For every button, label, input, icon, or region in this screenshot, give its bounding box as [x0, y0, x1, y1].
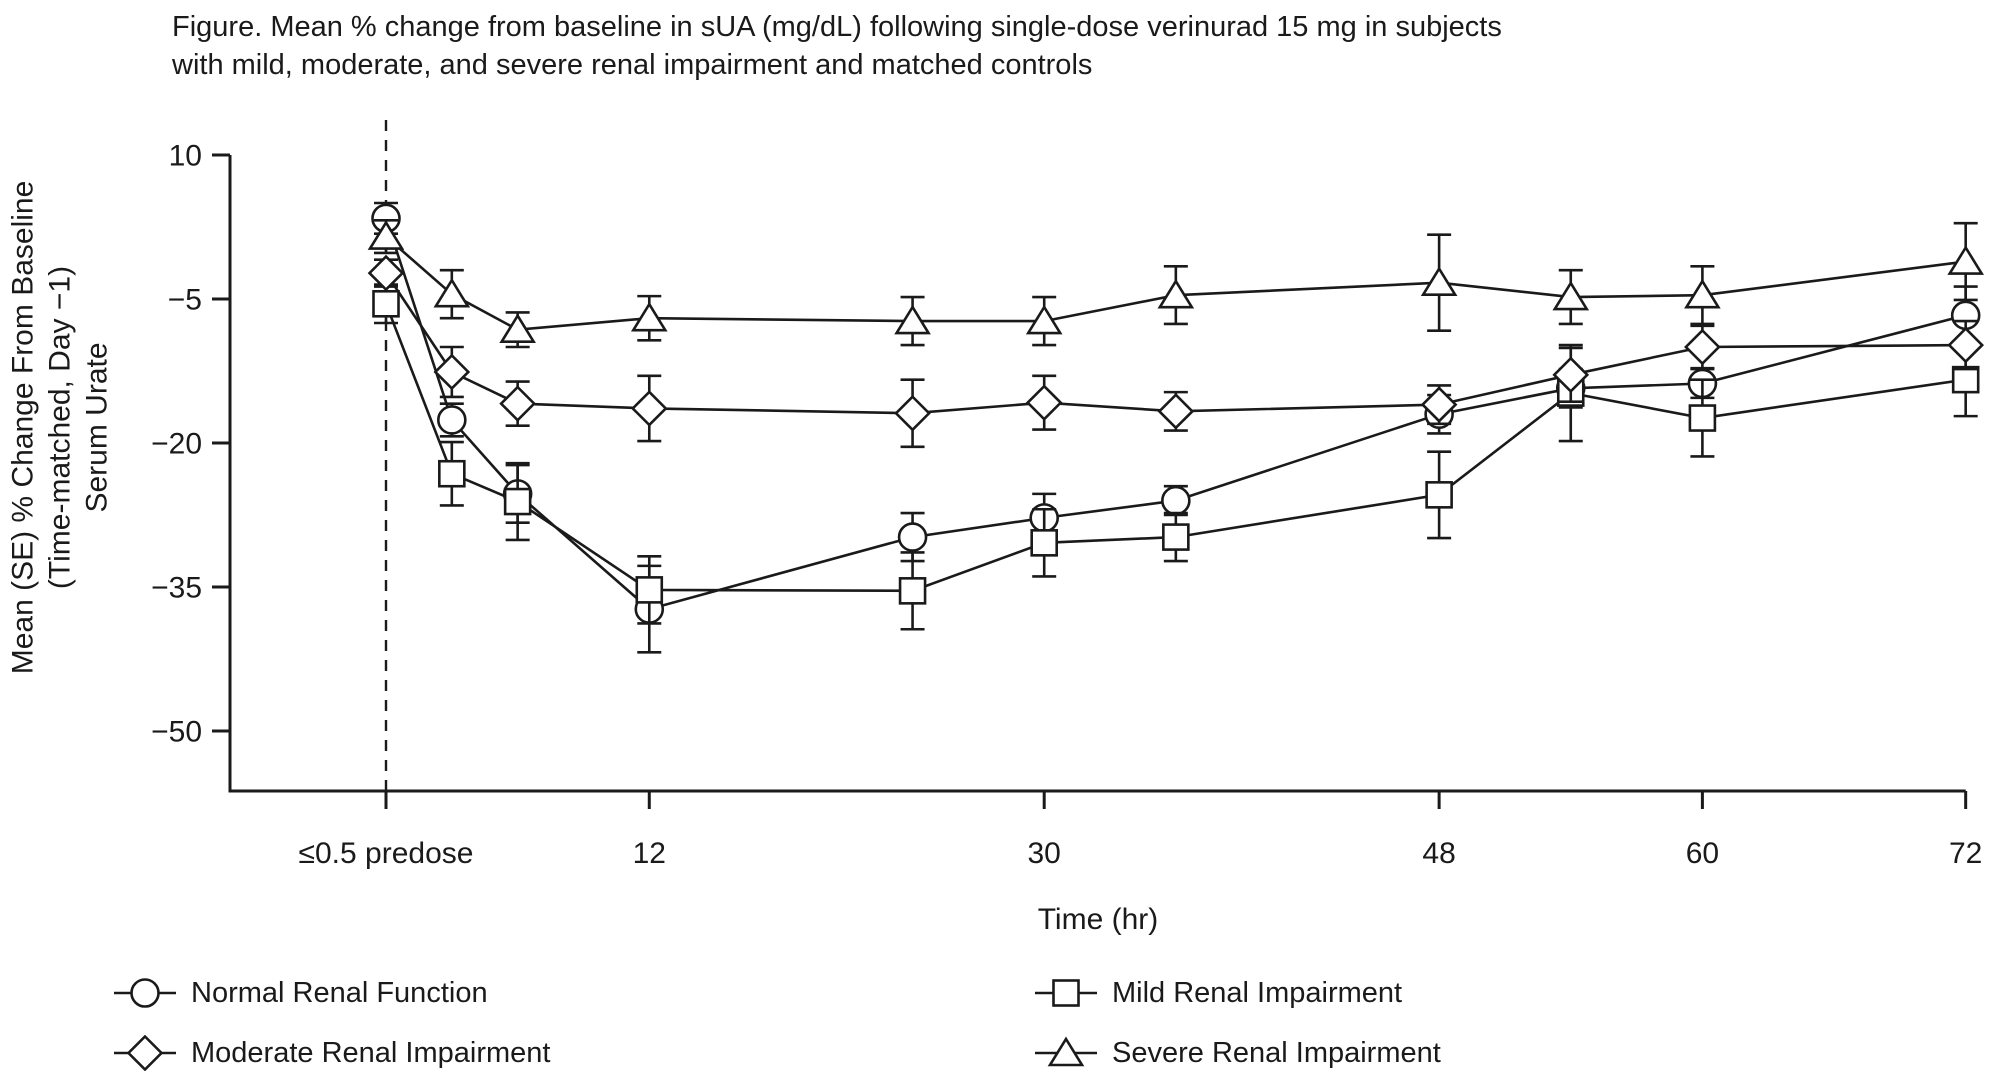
- diamond-marker: [894, 394, 931, 432]
- triangle-legend-icon: [1035, 1036, 1097, 1067]
- legend-label: Moderate Renal Impairment: [191, 1036, 551, 1069]
- triangle-marker: [1157, 278, 1195, 309]
- x-tick-label: 60: [1686, 837, 1719, 870]
- legend-label: Mild Renal Impairment: [1112, 976, 1403, 1009]
- triangle-marker: [1420, 266, 1458, 296]
- circle-marker: [437, 405, 467, 435]
- circle-legend-icon: [114, 978, 176, 1008]
- circle-marker: [1161, 485, 1191, 516]
- diamond-marker: [499, 385, 536, 422]
- diamond-marker: [1552, 356, 1590, 394]
- series-severe: [367, 218, 1985, 349]
- diamond-marker: [1420, 386, 1458, 423]
- triangle-marker: [1684, 278, 1721, 309]
- diamond-marker: [630, 390, 668, 427]
- square-marker: [1052, 979, 1080, 1007]
- y-tick-label: 10: [169, 140, 202, 173]
- square-legend-icon: [1035, 979, 1097, 1007]
- square-marker: [1951, 365, 1980, 394]
- x-tick-label: 48: [1422, 837, 1455, 870]
- square-marker: [1162, 523, 1190, 551]
- series-mild: [372, 283, 1980, 631]
- y-tick-label: −35: [151, 572, 202, 605]
- y-tick-label: −20: [151, 428, 202, 461]
- diamond-marker: [1947, 326, 1985, 364]
- diamond-marker: [1157, 392, 1195, 430]
- circle-marker: [130, 978, 160, 1008]
- square-marker: [1030, 529, 1058, 557]
- legend-label: Normal Renal Function: [191, 976, 488, 1009]
- diamond-marker: [367, 254, 405, 292]
- triangle-marker: [894, 304, 931, 335]
- square-marker: [898, 577, 927, 605]
- triangle-marker: [1047, 1036, 1085, 1067]
- figure-title-line1: Figure. Mean % change from baseline in s…: [172, 11, 1502, 43]
- legend-item-severe: Severe Renal Impairment: [1033, 1034, 1441, 1072]
- legend-item-mild: Mild Renal Impairment: [1033, 974, 1441, 1012]
- triangle-marker: [499, 313, 536, 344]
- square-marker: [372, 289, 400, 318]
- square-marker: [1688, 404, 1717, 432]
- axes-frame: [228, 155, 1966, 793]
- circle-marker: [897, 522, 928, 552]
- legend-item-moderate: Moderate Renal Impairment: [112, 1034, 1033, 1072]
- x-axis-title: Time (hr): [1037, 903, 1159, 936]
- figure-title-line2: with mild, moderate, and severe renal im…: [172, 49, 1093, 81]
- x-tick-label: ≤0.5 predose: [299, 837, 474, 870]
- y-tick-label: −5: [168, 284, 202, 317]
- x-tick-label: 72: [1949, 837, 1982, 870]
- diamond-legend-icon: [114, 1035, 176, 1071]
- square-marker: [503, 487, 532, 516]
- square-marker: [635, 576, 664, 604]
- triangle-marker: [367, 220, 405, 250]
- figure-title: Figure. Mean % change from baseline in s…: [172, 8, 1502, 84]
- legend: Normal Renal Function Mild Renal Impairme…: [112, 974, 1441, 1072]
- x-tick-label: 30: [1028, 837, 1061, 870]
- diamond-marker: [1025, 384, 1063, 422]
- triangle-marker: [630, 301, 668, 332]
- diamond-marker: [1684, 328, 1721, 366]
- legend-item-normal: Normal Renal Function: [112, 974, 1033, 1012]
- square-marker: [438, 459, 466, 488]
- diamond-marker: [433, 353, 471, 391]
- triangle-marker: [1947, 245, 1985, 275]
- square-marker: [1425, 481, 1453, 509]
- diamond-marker: [126, 1035, 164, 1071]
- y-tick-label: −50: [151, 716, 202, 749]
- triangle-marker: [1025, 304, 1063, 335]
- triangle-marker: [1552, 280, 1590, 311]
- x-tick-label: 12: [633, 837, 666, 870]
- series-moderate: [367, 254, 1985, 449]
- triangle-marker: [433, 277, 471, 308]
- legend-label: Severe Renal Impairment: [1112, 1036, 1441, 1069]
